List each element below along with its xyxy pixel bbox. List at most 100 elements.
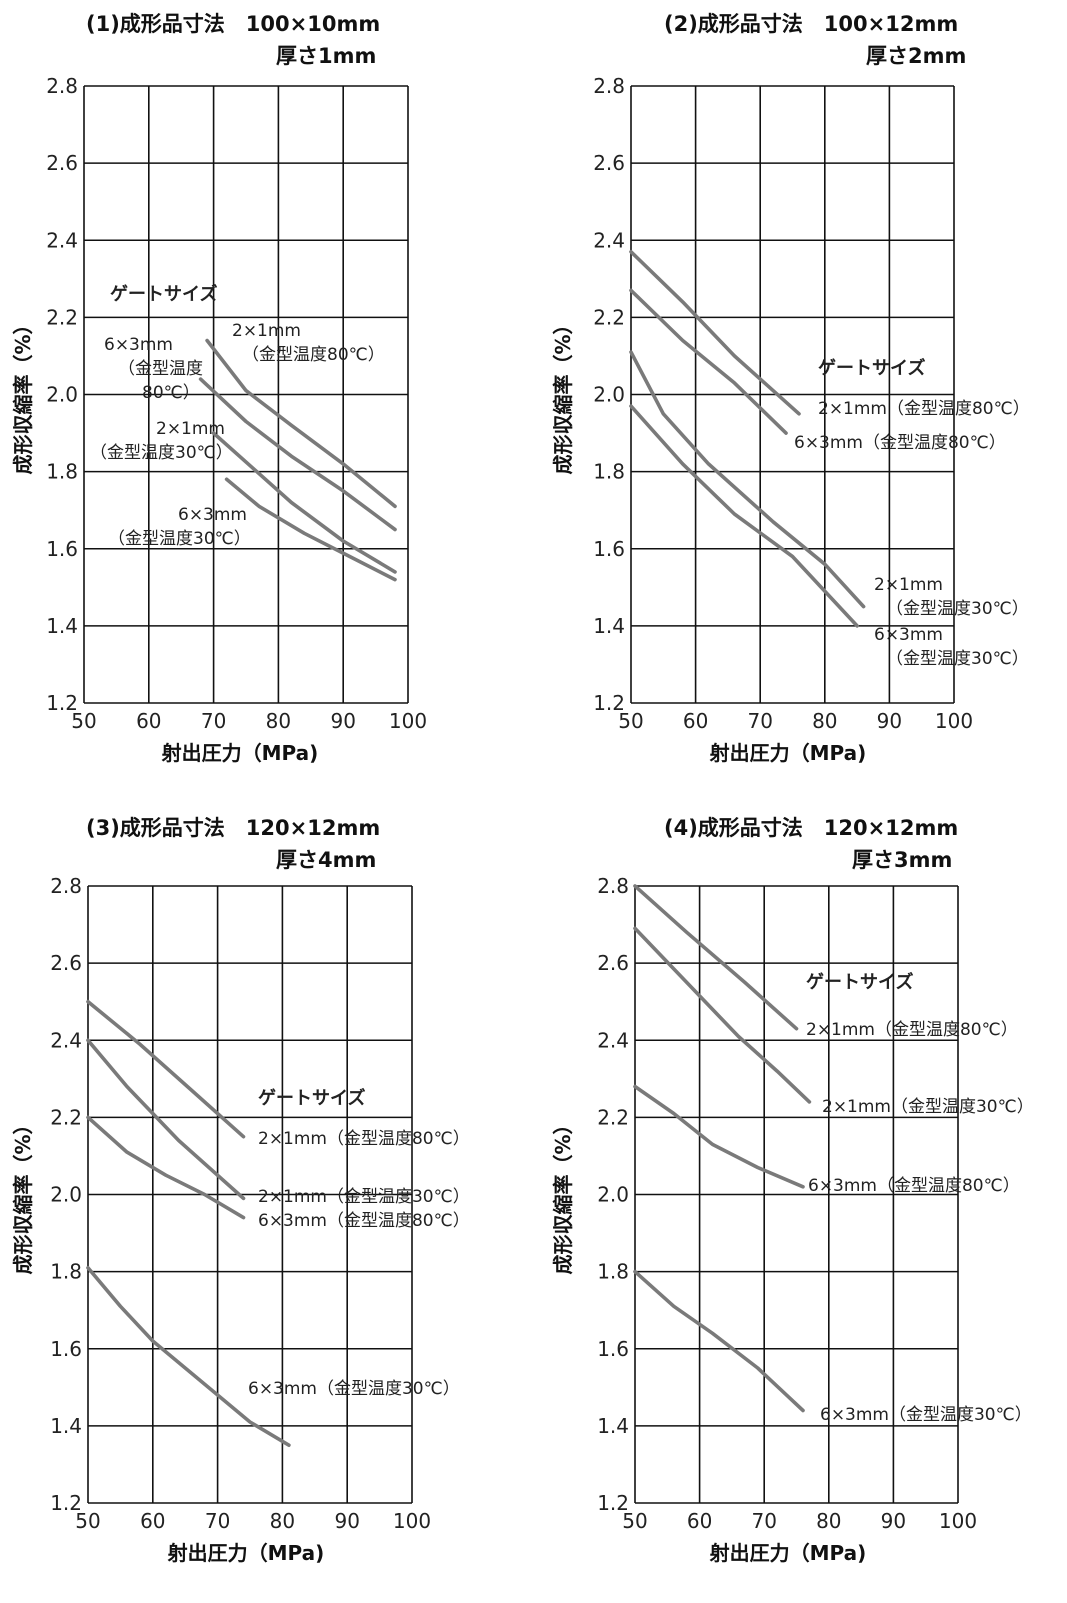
series-line xyxy=(211,431,397,574)
series-label: 6×3mm（金型温度80℃） xyxy=(794,433,1006,453)
y-tick-label: 1.6 xyxy=(597,1337,629,1361)
series-label: 6×3mm（金型温度30℃） xyxy=(248,1379,460,1399)
series-line xyxy=(86,1115,246,1220)
y-tick-label: 2.2 xyxy=(50,1105,82,1129)
chart-title: (4)成形品寸法 120×12mm xyxy=(664,816,959,840)
x-tick-label: 90 xyxy=(881,1509,906,1533)
legend-title: ゲートサイズ xyxy=(806,971,913,993)
legend-title: ゲートサイズ xyxy=(110,283,217,305)
series-label: 2×1mm（金型温度80℃） xyxy=(806,1020,1018,1040)
y-tick-label: 2.8 xyxy=(50,874,82,898)
series-label: （金型温度30℃） xyxy=(108,529,251,549)
x-axis-label: 射出圧力（MPa) xyxy=(167,1541,325,1565)
series-label: 2×1mm xyxy=(232,321,301,341)
x-tick-label: 60 xyxy=(687,1509,712,1533)
y-axis-label: 成形収縮率（%） xyxy=(551,1114,575,1274)
series-line xyxy=(629,350,866,609)
series-label: 6×3mm（金型温度80℃） xyxy=(808,1176,1020,1196)
y-tick-label: 1.4 xyxy=(46,614,78,638)
series-line xyxy=(633,926,812,1104)
chart-svg: 50 60 70 80 90 100 1.2 1.4 1.6 1.8 2.0 2.2 2.4 2.6 2.8… xyxy=(11,74,427,765)
series-label: （金型温度30℃） xyxy=(90,443,233,463)
y-tick-label: 1.2 xyxy=(46,691,78,715)
y-tick-label: 2.4 xyxy=(50,1028,82,1052)
x-tick-label: 70 xyxy=(751,1509,776,1533)
series-label: （金型温度 xyxy=(118,359,203,379)
y-tick-label: 2.4 xyxy=(46,228,78,252)
series-label: 2×1mm（金型温度30℃） xyxy=(822,1097,1034,1117)
x-tick-label: 70 xyxy=(747,709,772,733)
x-tick-label: 60 xyxy=(140,1509,165,1533)
series-line xyxy=(629,404,859,628)
series-label: 6×3mm（金型温度80℃） xyxy=(258,1211,470,1231)
chart-svg: 50 60 70 80 90 100 1.2 1.4 1.6 1.8 2.0 2.2 2.4 2.6 2.8… xyxy=(551,874,1034,1565)
series-label: 2×1mm xyxy=(874,575,943,595)
y-tick-label: 2.4 xyxy=(597,1028,629,1052)
y-tick-label: 1.6 xyxy=(50,1337,82,1361)
series-label: 2×1mm（金型温度80℃） xyxy=(818,399,1030,419)
y-tick-label: 1.2 xyxy=(50,1491,82,1515)
series-line xyxy=(629,288,788,435)
x-tick-label: 90 xyxy=(334,1509,359,1533)
series-label: 80℃） xyxy=(142,383,200,403)
series-label: 6×3mm（金型温度30℃） xyxy=(820,1405,1032,1425)
x-tick-label: 80 xyxy=(270,1509,295,1533)
chart-title: (3)成形品寸法 120×12mm xyxy=(86,816,381,840)
y-tick-label: 1.8 xyxy=(593,460,625,484)
y-tick-label: 2.2 xyxy=(593,305,625,329)
y-tick-label: 1.8 xyxy=(597,1260,629,1284)
series-line xyxy=(633,1084,805,1189)
x-tick-label: 60 xyxy=(136,709,161,733)
series-line xyxy=(205,338,397,509)
series-label: （金型温度80℃） xyxy=(242,345,385,365)
chart-subtitle: 厚さ2mm xyxy=(866,44,967,68)
y-tick-label: 2.0 xyxy=(50,1183,82,1207)
series-line xyxy=(633,884,799,1031)
legend-title: ゲートサイズ xyxy=(818,357,925,379)
series-line xyxy=(224,477,397,582)
y-tick-label: 1.4 xyxy=(593,614,625,638)
y-tick-label: 2.8 xyxy=(593,74,625,98)
series-label: 2×1mm（金型温度80℃） xyxy=(258,1129,470,1149)
y-tick-label: 1.6 xyxy=(593,537,625,561)
x-tick-label: 60 xyxy=(683,709,708,733)
series-line xyxy=(86,999,246,1139)
chart-svg: 50 60 70 80 90 100 1.2 1.4 1.6 1.8 2.0 2.2 2.4 2.6 2.8… xyxy=(551,74,1030,765)
y-tick-label: 2.0 xyxy=(597,1183,629,1207)
y-tick-label: 1.6 xyxy=(46,537,78,561)
chart-panel-1: (1)成形品寸法 100×10mm 厚さ1mm 50 60 70 80 90 100 1.2… xyxy=(0,0,540,800)
x-tick-label: 70 xyxy=(205,1509,230,1533)
chart-panel-2: (2)成形品寸法 100×12mm 厚さ2mm 50 60 70 80 90 100 1.2… xyxy=(540,0,1067,800)
y-tick-label: 2.6 xyxy=(593,151,625,175)
series-label: 2×1mm（金型温度30℃） xyxy=(258,1187,470,1207)
y-tick-label: 2.8 xyxy=(597,874,629,898)
y-tick-label: 1.4 xyxy=(50,1414,82,1438)
x-tick-label: 100 xyxy=(939,1509,977,1533)
y-tick-label: 2.6 xyxy=(597,951,629,975)
series-label: 2×1mm xyxy=(156,419,225,439)
chart-svg: 50 60 70 80 90 100 1.2 1.4 1.6 1.8 2.0 2.2 2.4 2.6 2.8… xyxy=(11,874,470,1565)
x-tick-label: 90 xyxy=(330,709,355,733)
y-tick-label: 2.8 xyxy=(46,74,78,98)
x-tick-label: 50 xyxy=(618,709,643,733)
series-line xyxy=(86,1038,246,1201)
chart-subtitle: 厚さ3mm xyxy=(852,848,953,872)
x-tick-label: 50 xyxy=(71,709,96,733)
x-axis-label: 射出圧力（MPa) xyxy=(161,741,319,765)
y-axis-label: 成形収縮率（%） xyxy=(11,1114,35,1274)
y-tick-label: 1.2 xyxy=(593,691,625,715)
x-tick-label: 80 xyxy=(812,709,837,733)
legend-title: ゲートサイズ xyxy=(258,1087,365,1109)
x-tick-label: 80 xyxy=(266,709,291,733)
chart-panel-4: (4)成形品寸法 120×12mm 厚さ3mm 50 60 70 80 90 100 1.2… xyxy=(540,800,1067,1603)
x-axis-label: 射出圧力（MPa) xyxy=(709,1541,867,1565)
x-tick-label: 100 xyxy=(389,709,427,733)
series-label: 6×3mm xyxy=(104,335,173,355)
x-tick-label: 100 xyxy=(935,709,973,733)
series-line xyxy=(633,1269,805,1413)
x-tick-label: 50 xyxy=(75,1509,100,1533)
y-tick-label: 2.0 xyxy=(593,383,625,407)
y-tick-label: 1.4 xyxy=(597,1414,629,1438)
series-label: （金型温度30℃） xyxy=(886,649,1029,669)
x-tick-label: 50 xyxy=(622,1509,647,1533)
